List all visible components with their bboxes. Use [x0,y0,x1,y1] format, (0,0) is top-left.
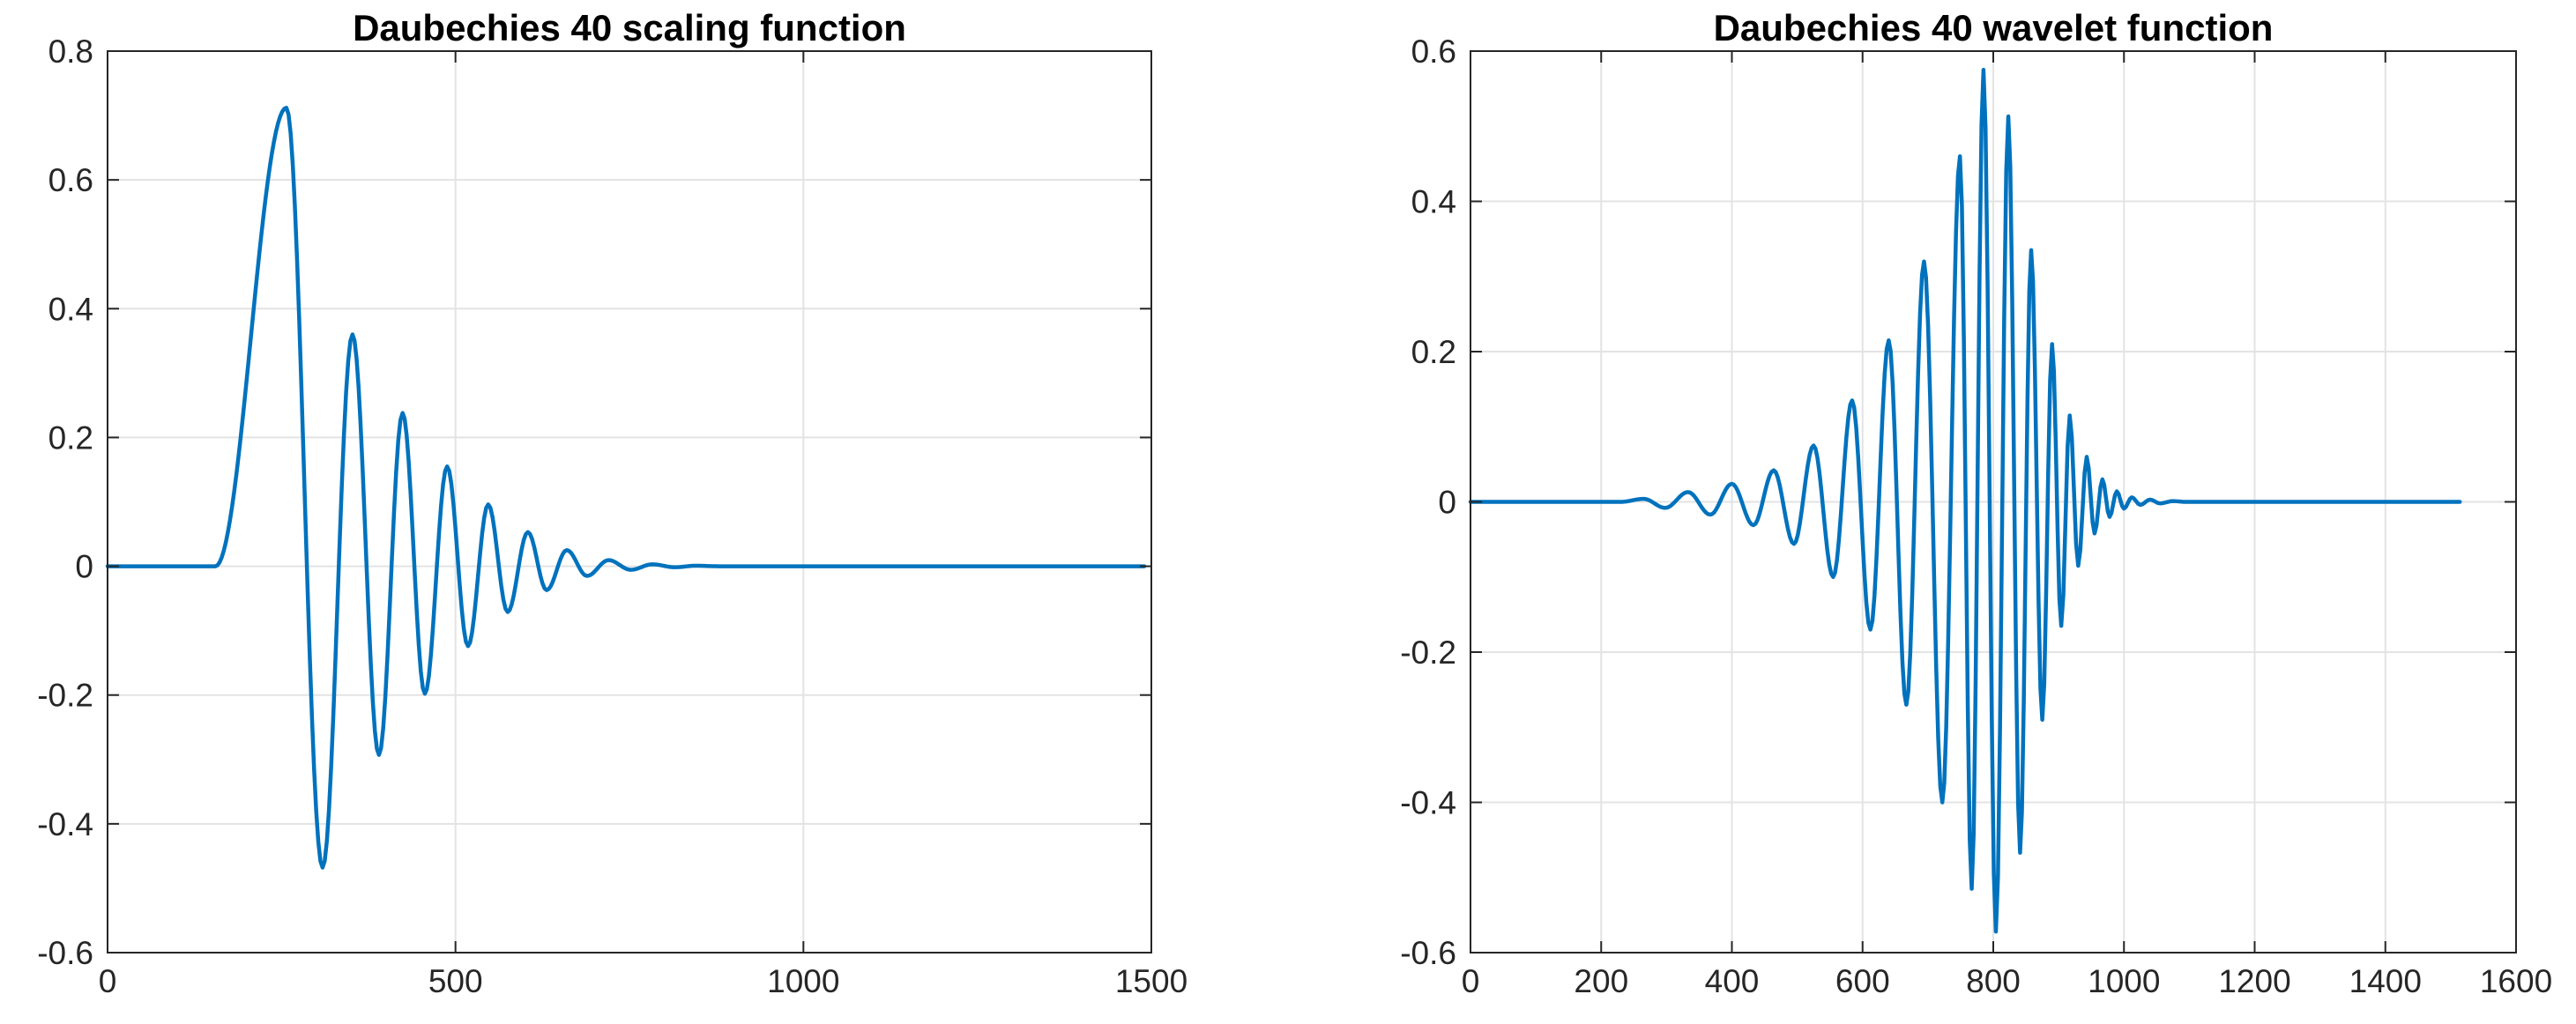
x-tick-label: 400 [1705,963,1760,999]
x-tick-label: 500 [428,963,483,999]
y-tick-label: 0.6 [48,162,93,198]
y-tick-label: -0.6 [37,935,93,971]
y-tick-label: 0.4 [1411,183,1456,219]
y-tick-label: 0.2 [48,419,93,456]
axes-layer [107,50,1152,954]
x-tick-label: 1000 [767,963,839,999]
y-tick-label: 0 [75,549,93,585]
wavelet-function-plot-canvas: 0 200 400 600 800 1000 1200 1400 1600 -0.6 -0.4 -0.… [1400,7,2552,999]
x-tick-label: 1600 [2480,963,2552,999]
scaling-function-plot: 0 500 1000 1500 -0.6 -0.4 -0.2 0 0.2 0.4 0.6 0.8 Da… [0,0,1287,1024]
axes-box [107,50,1152,954]
x-tick-label: 1200 [2218,963,2290,999]
y-tick-label: 0 [1438,484,1456,520]
y-tick-label: -0.2 [37,678,93,714]
y-tick-label: 0.6 [1411,33,1456,70]
x-tick-label: 1400 [2349,963,2422,999]
data-layer [1468,68,2462,934]
y-tick-label: 0.4 [48,291,93,327]
y-tick-label: 0.2 [1411,334,1456,370]
x-tick-label: 800 [1966,963,2021,999]
x-tick-label: 1500 [1115,963,1187,999]
y-tick-label: 0.8 [48,33,93,70]
y-tick-label: -0.4 [1400,784,1456,820]
data-layer [105,106,1147,870]
scaling-function-plot-canvas: 0 500 1000 1500 -0.6 -0.4 -0.2 0 0.2 0.4 0.6 0.8 Da… [37,7,1187,999]
data-line-psi [1468,68,2462,934]
left-plot-title: Daubechies 40 scaling function [353,7,906,48]
y-tick-label: -0.2 [1400,634,1456,671]
x-tick-label: 600 [1835,963,1890,999]
y-tick-label: -0.4 [37,806,93,842]
right-plot-title: Daubechies 40 wavelet function [1714,7,2274,48]
wavelet-function-plot: 0 200 400 600 800 1000 1200 1400 1600 -0.6 -0.4 -0.… [1287,0,2576,1024]
x-tick-label: 0 [99,963,117,999]
label-layer: 0 200 400 600 800 1000 1200 1400 1600 -0.6 -0.4 -0.… [1400,33,2552,999]
x-tick-label: 1000 [2088,963,2160,999]
label-layer: 0 500 1000 1500 -0.6 -0.4 -0.2 0 0.2 0.4 0.6 0.8 [37,33,1187,999]
grid-layer [107,50,1152,954]
data-line-phi [105,106,1147,870]
x-tick-label: 200 [1574,963,1628,999]
x-tick-label: 0 [1462,963,1480,999]
y-tick-label: -0.6 [1400,935,1456,971]
axes-layer [1470,50,2517,954]
